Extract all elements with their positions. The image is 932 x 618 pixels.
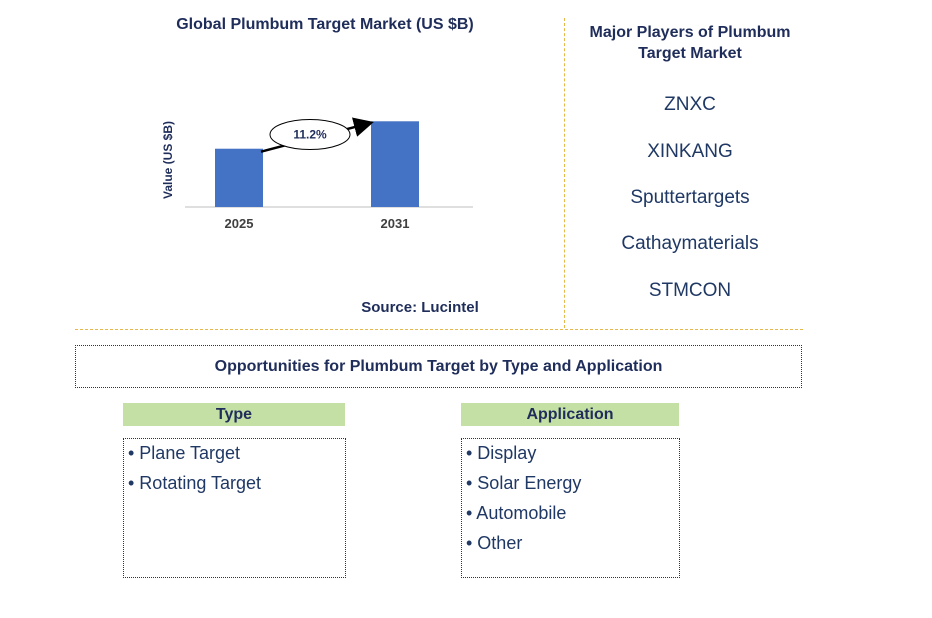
bar-2031 bbox=[371, 121, 419, 207]
application-item: • Automobile bbox=[466, 503, 567, 523]
type-item: • Plane Target bbox=[128, 443, 241, 463]
type-item: • Rotating Target bbox=[128, 473, 262, 493]
growth-rate-label: 11.2% bbox=[293, 128, 327, 142]
player-item: STMCON bbox=[648, 280, 732, 301]
player-item: ZNXC bbox=[664, 94, 716, 115]
player-item: Cathaymaterials bbox=[621, 233, 759, 254]
source-label: Source: Lucintel bbox=[361, 299, 479, 316]
growth-rate-bubble bbox=[269, 119, 351, 150]
players-title-line2: Target Market bbox=[638, 45, 742, 62]
application-list: • Display • Solar Energy • Automobile • … bbox=[461, 438, 680, 578]
player-item: XINKANG bbox=[647, 141, 733, 162]
chart-title: Global Plumbum Target Market (US $B) bbox=[176, 16, 474, 33]
bar-2025 bbox=[215, 148, 263, 207]
players-title-line1: Major Players of Plumbum bbox=[589, 24, 791, 41]
application-item: • Display bbox=[466, 443, 537, 463]
vertical-divider bbox=[564, 18, 565, 328]
bar-chart: Value (US $B) 2025 2031 11.2% bbox=[161, 117, 473, 231]
horizontal-divider bbox=[75, 329, 803, 330]
player-item: Sputtertargets bbox=[630, 187, 750, 208]
application-header: Application bbox=[461, 403, 679, 426]
y-axis-label: Value (US $B) bbox=[161, 121, 175, 199]
x-tick-label-2025: 2025 bbox=[225, 216, 254, 231]
application-item: • Solar Energy bbox=[466, 473, 582, 493]
application-item: • Other bbox=[466, 533, 523, 553]
opportunities-title: Opportunities for Plumbum Target by Type… bbox=[214, 357, 663, 375]
x-tick-label-2031: 2031 bbox=[381, 216, 410, 231]
type-list: • Plane Target • Rotating Target bbox=[123, 438, 346, 578]
type-header: Type bbox=[123, 403, 345, 426]
opportunities-title-box: Opportunities for Plumbum Target by Type… bbox=[75, 345, 802, 388]
players-title: Major Players of Plumbum Target Market bbox=[575, 22, 805, 64]
